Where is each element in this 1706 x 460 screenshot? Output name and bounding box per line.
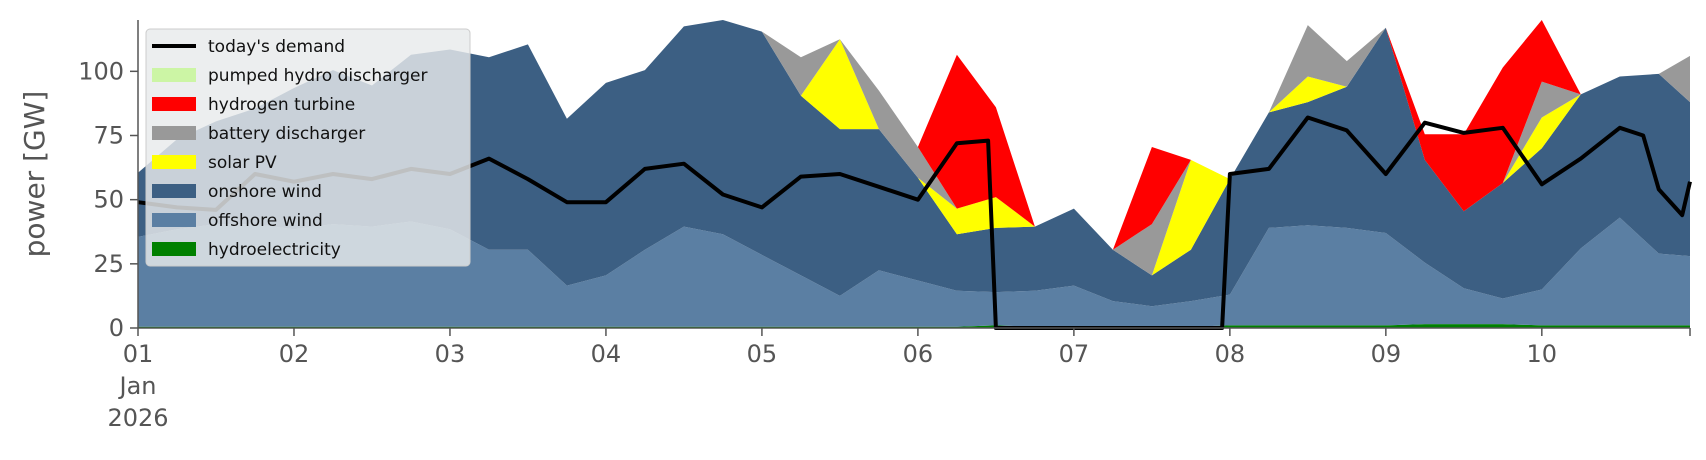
legend-label-today-s-demand: today's demand — [208, 37, 345, 57]
legend: today's demand pumped hydro discharger hyd… — [145, 28, 471, 267]
x-tick-label: 10 — [1527, 340, 1558, 368]
x-tick-label: 02 — [279, 340, 310, 368]
legend-label-offshore-wind: offshore wind — [208, 211, 323, 231]
x-tick-label: 05 — [747, 340, 778, 368]
legend-swatch-pumped-hydro-discharger — [152, 68, 196, 82]
legend-box — [145, 28, 471, 267]
legend-swatch-onshore-wind — [152, 184, 196, 198]
x-tick-label: 07 — [1059, 340, 1090, 368]
legend-swatch-battery-discharger — [152, 126, 196, 140]
area-hydrogen-turbine — [138, 20, 1690, 250]
x-tick-label: 03 — [435, 340, 466, 368]
legend-label-solar-pv: solar PV — [208, 153, 277, 173]
legend-swatch-offshore-wind — [152, 213, 196, 227]
legend-label-hydrogen-turbine: hydrogen turbine — [208, 95, 355, 115]
y-tick-label: 75 — [93, 122, 124, 150]
y-tick-label: 100 — [78, 57, 124, 85]
x-tick-label: 08 — [1215, 340, 1246, 368]
x-tick-label: 09 — [1371, 340, 1402, 368]
legend-label-onshore-wind: onshore wind — [208, 182, 322, 202]
y-ticks: 0 25 50 75 100 — [78, 57, 138, 342]
x-tick-label: 04 — [591, 340, 622, 368]
x-tick-label: 06 — [903, 340, 934, 368]
area-offshore-wind — [138, 217, 1690, 327]
area-series-group — [138, 20, 1690, 328]
y-tick-label: 25 — [93, 250, 124, 278]
legend-label-battery-discharger: battery discharger — [208, 124, 365, 144]
area-solar-pv — [138, 20, 1690, 276]
legend-swatch-hydrogen-turbine — [152, 97, 196, 111]
legend-label-hydroelectricity: hydroelectricity — [208, 240, 341, 260]
y-tick-label: 50 — [93, 186, 124, 214]
y-axis-label: power [GW] — [18, 91, 51, 258]
x-ticks: 01 Jan 2026 02 03 04 05 06 07 08 09 10 — [107, 328, 1691, 432]
legend-label-pumped-hydro-discharger: pumped hydro discharger — [208, 66, 427, 86]
y-tick-label: 0 — [109, 314, 124, 342]
legend-swatch-solar-pv — [152, 155, 196, 169]
x-tick-label: 01 Jan 2026 — [107, 340, 168, 432]
legend-swatch-hydroelectricity — [152, 242, 196, 256]
area-onshore-wind — [138, 20, 1690, 307]
area-battery-discharger — [138, 20, 1690, 276]
area-hydroelectricity — [138, 324, 1690, 328]
